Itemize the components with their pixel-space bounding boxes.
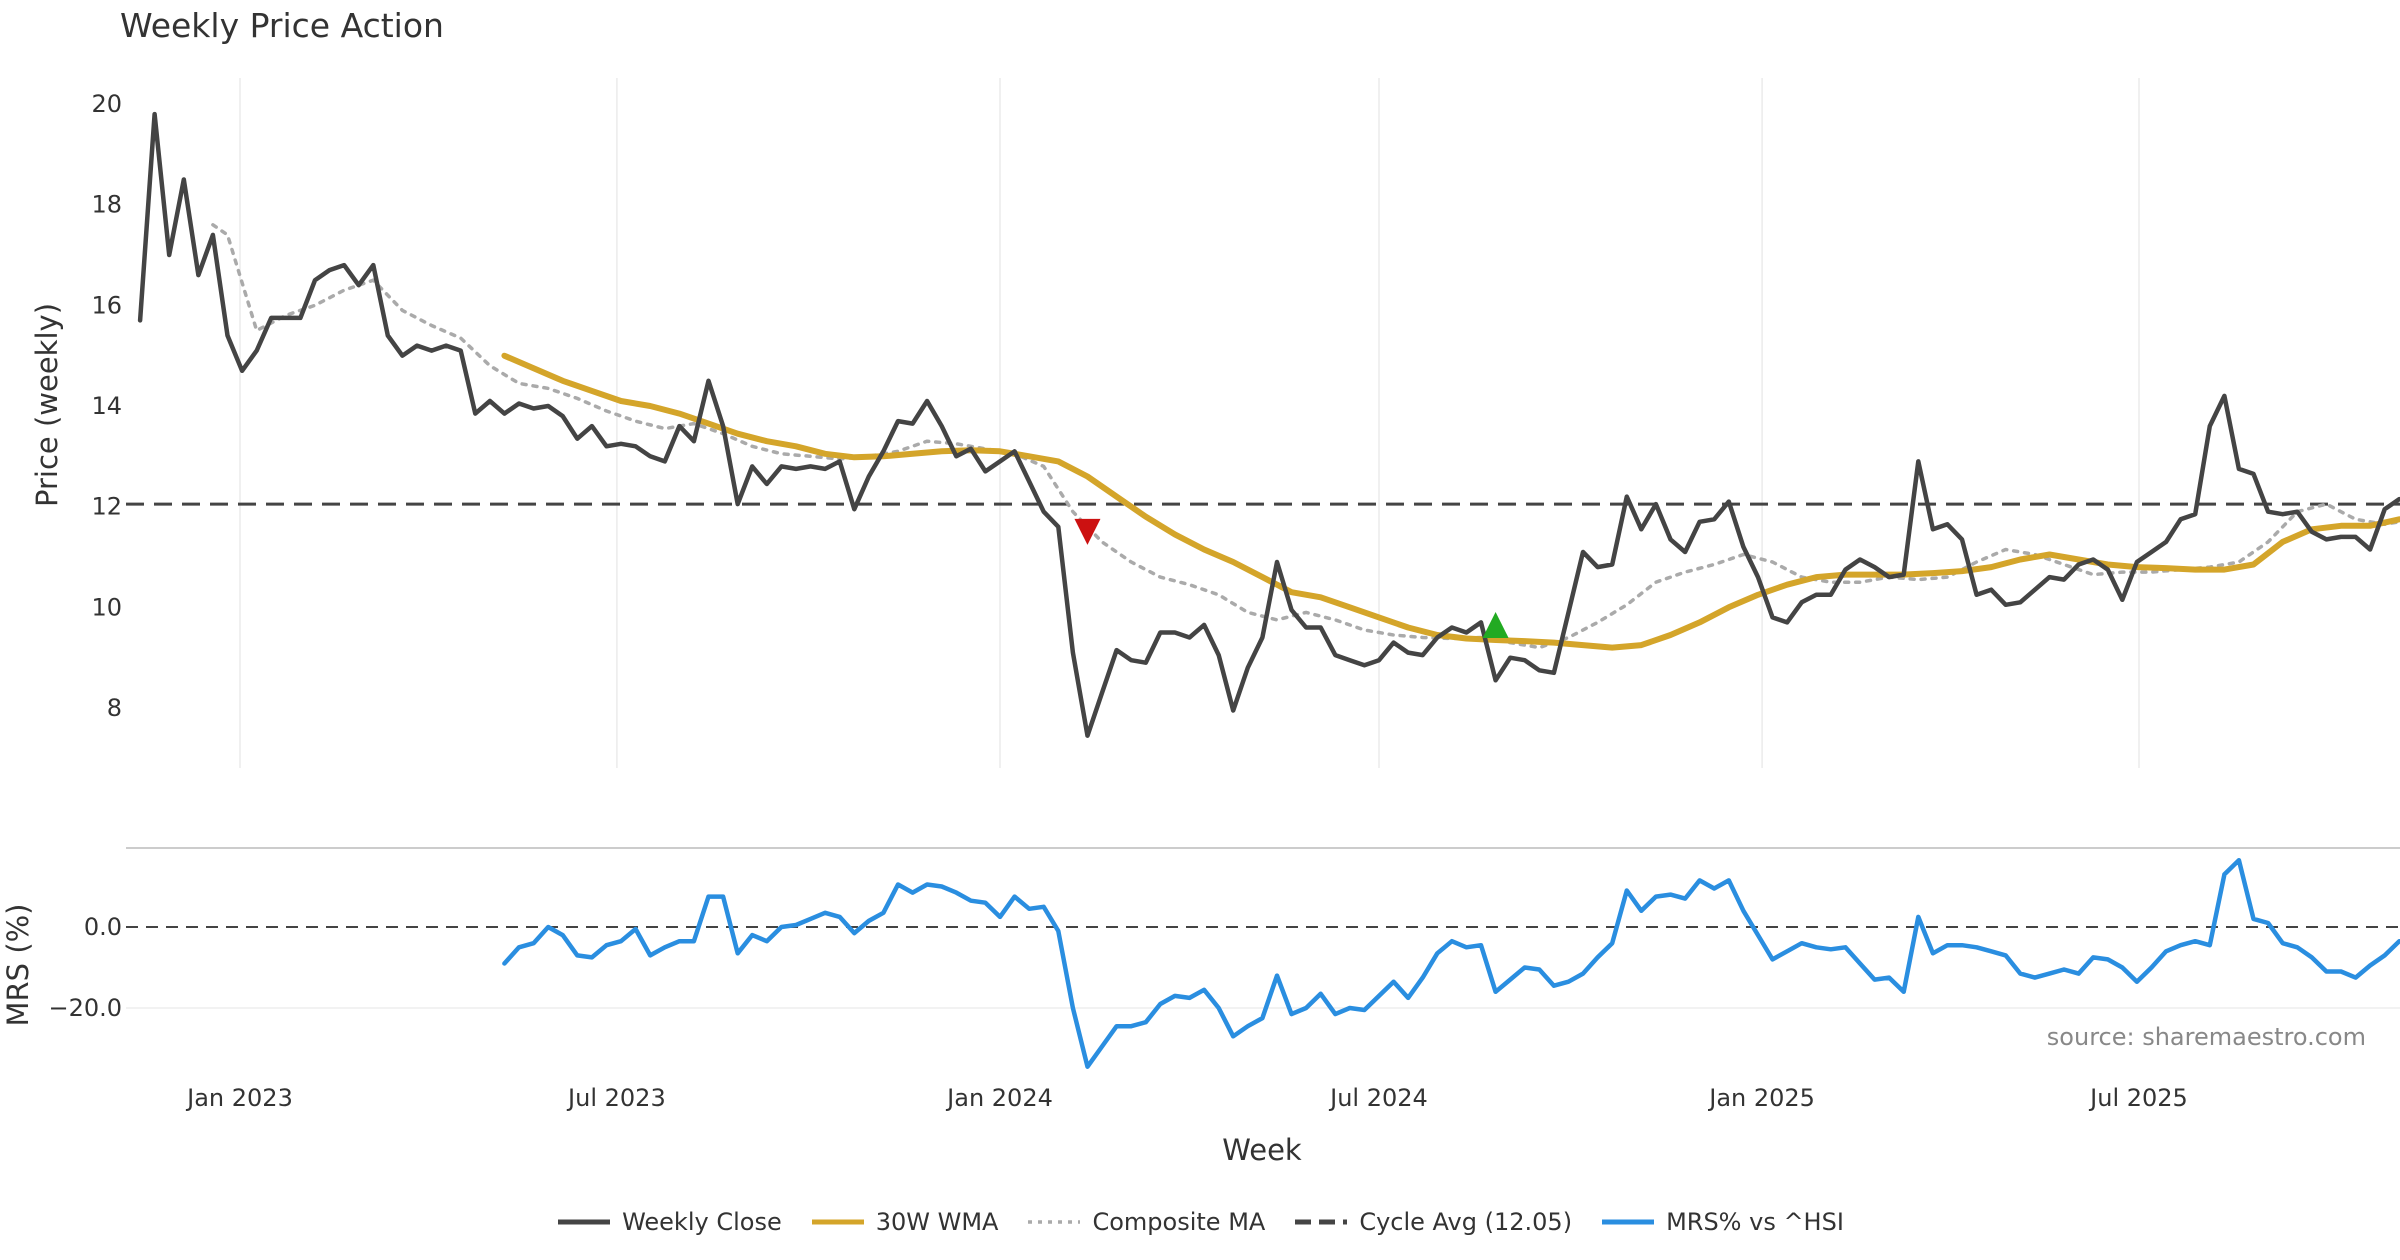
price-gridlines — [239, 78, 2140, 768]
x-tick-labels: Jan 2023 Jul 2023 Jan 2024 Jul 2024 Jan 2025… — [185, 1084, 2188, 1112]
signal-markers — [1074, 518, 1509, 638]
price-y-tick-label: 16 — [91, 291, 122, 319]
legend-item: Cycle Avg (12.05) — [1293, 1208, 1572, 1236]
price-y-tick-label: 12 — [91, 493, 122, 521]
x-tick-label: Jan 2025 — [1707, 1084, 1815, 1112]
legend-swatch — [1602, 1219, 1655, 1225]
x-tick-label: Jan 2024 — [945, 1084, 1053, 1112]
composite-ma-line — [211, 223, 2400, 650]
legend-item: Composite MA — [1026, 1208, 1265, 1236]
legend-swatch — [811, 1219, 864, 1225]
mrs-line — [502, 857, 2400, 1069]
sell-signal-marker — [1074, 518, 1101, 545]
x-tick-label: Jan 2023 — [185, 1084, 293, 1112]
x-tick-label: Jul 2025 — [2088, 1084, 2188, 1112]
legend-label: MRS% vs ^HSI — [1666, 1208, 1844, 1236]
mrs-y-axis-label: MRS (%) — [1, 904, 35, 1027]
price-series-group — [137, 111, 2400, 738]
buy-signal-marker — [1482, 611, 1509, 638]
price-y-tick-labels: 8 10 12 14 16 18 20 — [91, 90, 122, 722]
legend-label: Weekly Close — [622, 1208, 782, 1236]
mrs-series-group — [502, 857, 2400, 1069]
price-y-tick-label: 8 — [107, 694, 122, 722]
price-y-tick-label: 10 — [91, 593, 122, 621]
legend-swatch — [558, 1219, 611, 1225]
weekly-close-line — [137, 111, 2400, 738]
x-axis-label: Week — [1222, 1133, 1302, 1167]
legend-label: Cycle Avg (12.05) — [1359, 1208, 1573, 1236]
mrs-y-tick-labels: 0.0 −20.0 — [48, 913, 122, 1022]
legend-item: 30W WMA — [810, 1208, 999, 1236]
price-y-tick-label: 20 — [91, 90, 122, 118]
price-y-tick-label: 18 — [91, 191, 122, 219]
30w-wma-line — [501, 352, 2400, 651]
legend-label: 30W WMA — [875, 1208, 999, 1236]
price-y-tick-label: 14 — [91, 392, 122, 420]
legend-label: Composite MA — [1092, 1208, 1266, 1236]
chart-title: Weekly Price Action — [120, 6, 444, 45]
price-y-axis-label: Price (weekly) — [30, 303, 64, 507]
mrs-y-tick-label: 0.0 — [84, 913, 122, 941]
legend-swatch — [1028, 1220, 1081, 1224]
x-tick-label: Jul 2024 — [1328, 1084, 1428, 1112]
source-note: source: sharemaestro.com — [2047, 1023, 2366, 1051]
legend-swatch — [1295, 1219, 1348, 1225]
legend: Weekly Close 30W WMA Composite MA Cycle Avg… — [0, 1208, 2400, 1236]
legend-item: MRS% vs ^HSI — [1600, 1208, 1844, 1236]
x-tick-label: Jul 2023 — [566, 1084, 666, 1112]
legend-item: Weekly Close — [556, 1208, 782, 1236]
mrs-y-tick-label: −20.0 — [48, 994, 122, 1022]
